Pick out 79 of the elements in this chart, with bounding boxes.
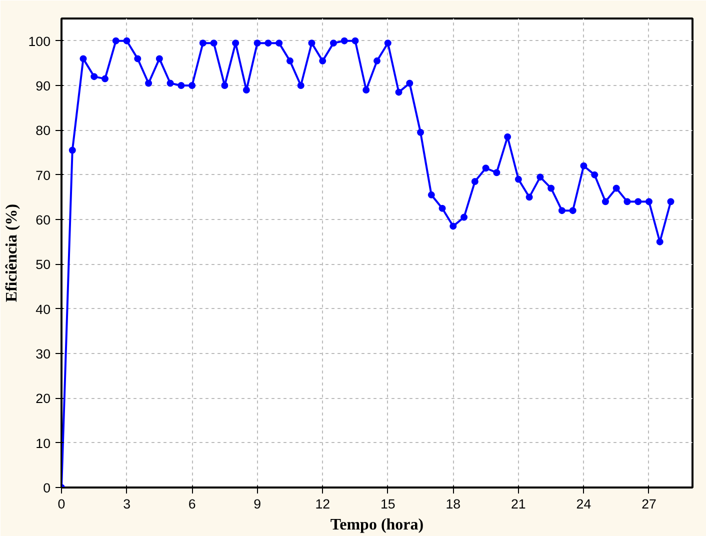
point <box>471 178 478 186</box>
y-axis-title: Eficiência (%) <box>3 204 20 302</box>
point <box>232 40 240 47</box>
point <box>548 184 555 192</box>
x-tick-label: 12 <box>315 496 330 512</box>
point <box>384 40 392 47</box>
x-axis-title: Tempo (hora) <box>330 516 424 534</box>
y-tick-label: 40 <box>36 302 51 317</box>
point <box>286 57 294 64</box>
point <box>188 82 196 89</box>
point <box>667 198 674 206</box>
point <box>297 82 304 89</box>
point <box>112 37 120 44</box>
x-tick-label: 24 <box>576 496 592 512</box>
point <box>374 57 380 64</box>
y-tick-label: 30 <box>36 346 51 362</box>
point <box>536 174 544 181</box>
point <box>90 73 98 80</box>
point <box>134 55 142 62</box>
point <box>319 57 326 64</box>
y-tick-label: 90 <box>36 78 51 94</box>
point <box>634 198 642 206</box>
point <box>569 207 576 214</box>
point <box>264 40 272 47</box>
point <box>602 198 609 206</box>
point <box>352 37 359 44</box>
point <box>417 128 424 136</box>
point <box>340 37 348 44</box>
point <box>580 162 588 170</box>
point <box>80 55 87 62</box>
y-tick-label: 100 <box>28 34 51 49</box>
point <box>254 40 261 47</box>
point <box>199 40 206 47</box>
x-tick-label: 6 <box>188 496 196 512</box>
point <box>438 204 446 212</box>
point <box>145 80 152 87</box>
point <box>102 75 109 82</box>
point <box>612 184 620 192</box>
x-tick-label: 18 <box>446 496 461 512</box>
point <box>166 80 174 87</box>
x-tick-label: 9 <box>254 496 262 512</box>
y-tick-label: 0 <box>43 480 51 496</box>
point <box>156 55 163 62</box>
point <box>242 86 250 94</box>
x-tick-label: 0 <box>58 496 66 512</box>
point <box>493 169 500 176</box>
x-tick-label: 27 <box>642 496 656 512</box>
x-tick-label: 3 <box>123 496 130 512</box>
point <box>68 146 76 154</box>
point <box>308 40 316 47</box>
y-tick-label: 20 <box>36 391 51 406</box>
point <box>362 86 370 94</box>
y-tick-label: 50 <box>36 257 51 272</box>
point <box>624 198 631 206</box>
point <box>450 222 457 230</box>
point <box>330 40 337 47</box>
point <box>395 88 402 96</box>
point <box>428 191 435 198</box>
point <box>482 164 490 172</box>
point <box>645 198 652 206</box>
x-tick-label: 21 <box>511 496 526 512</box>
point <box>656 238 664 246</box>
point <box>178 82 185 89</box>
y-tick-label: 80 <box>36 123 51 138</box>
point <box>123 37 130 44</box>
y-tick-label: 10 <box>36 436 51 451</box>
point <box>406 80 414 87</box>
point <box>221 82 228 89</box>
point <box>504 133 512 140</box>
point <box>210 40 218 47</box>
point <box>526 194 533 201</box>
point <box>591 171 598 178</box>
point <box>514 176 522 183</box>
point <box>276 40 283 47</box>
y-tick-label: 70 <box>36 168 51 183</box>
y-tick-label: 60 <box>36 212 51 228</box>
point <box>460 214 468 221</box>
point <box>558 207 566 214</box>
x-tick-label: 15 <box>380 496 396 512</box>
